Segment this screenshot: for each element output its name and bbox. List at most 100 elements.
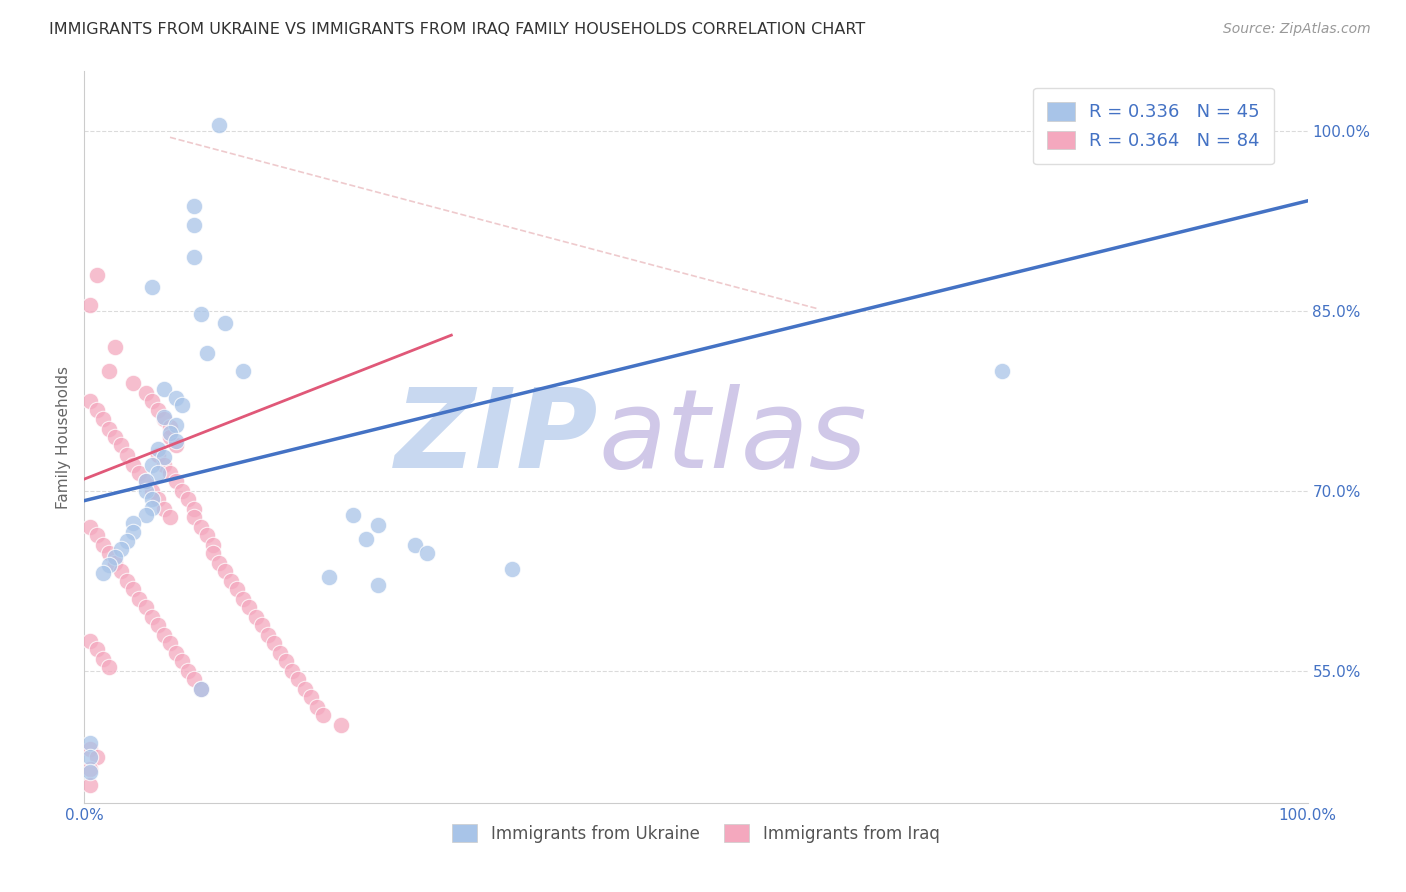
Point	[153, 458, 176, 472]
Point	[318, 570, 340, 584]
Point	[250, 618, 273, 632]
Point	[128, 466, 150, 480]
Point	[294, 681, 316, 696]
Point	[269, 646, 291, 660]
Point	[165, 475, 187, 489]
Point	[79, 298, 101, 312]
Point	[91, 652, 114, 666]
Point	[135, 385, 157, 400]
Point	[141, 492, 163, 507]
Point	[354, 532, 377, 546]
Point	[79, 742, 101, 756]
Point	[183, 510, 205, 524]
Point	[135, 600, 157, 615]
Point	[257, 628, 280, 642]
Point	[141, 458, 163, 472]
Point	[128, 591, 150, 606]
Point	[110, 438, 132, 452]
Point	[165, 434, 187, 448]
Point	[79, 778, 101, 792]
Point	[219, 574, 242, 588]
Point	[245, 610, 267, 624]
Legend: Immigrants from Ukraine, Immigrants from Iraq: Immigrants from Ukraine, Immigrants from…	[446, 818, 946, 849]
Point	[86, 402, 108, 417]
Point	[97, 422, 120, 436]
Point	[201, 546, 224, 560]
Point	[86, 642, 108, 657]
Point	[183, 502, 205, 516]
Point	[79, 750, 101, 764]
Point	[135, 508, 157, 522]
Point	[122, 376, 145, 391]
Point	[172, 654, 194, 668]
Point	[153, 382, 176, 396]
Point	[312, 708, 335, 723]
Point	[159, 430, 181, 444]
Point	[299, 690, 322, 705]
Point	[226, 582, 249, 597]
Point	[330, 718, 353, 732]
Point	[208, 556, 231, 570]
Point	[190, 307, 212, 321]
Point	[172, 398, 194, 412]
Point	[195, 346, 218, 360]
Point	[141, 394, 163, 409]
Point	[342, 508, 364, 522]
Point	[122, 458, 145, 472]
Point	[159, 636, 181, 650]
Point	[159, 420, 181, 434]
Point	[91, 538, 114, 552]
Point	[146, 492, 169, 507]
Text: ZIP: ZIP	[395, 384, 598, 491]
Point	[153, 628, 176, 642]
Point	[214, 316, 236, 330]
Point	[263, 636, 285, 650]
Point	[104, 549, 127, 564]
Point	[79, 634, 101, 648]
Point	[159, 426, 181, 441]
Point	[79, 736, 101, 750]
Point	[190, 681, 212, 696]
Point	[97, 660, 120, 674]
Point	[177, 492, 200, 507]
Point	[135, 475, 157, 489]
Point	[183, 218, 205, 232]
Point	[86, 268, 108, 283]
Point	[104, 430, 127, 444]
Point	[305, 699, 328, 714]
Point	[201, 538, 224, 552]
Point	[153, 502, 176, 516]
Point	[97, 546, 120, 560]
Point	[79, 394, 101, 409]
Point	[165, 391, 187, 405]
Point	[238, 600, 260, 615]
Point	[165, 418, 187, 433]
Point	[104, 556, 127, 570]
Text: IMMIGRANTS FROM UKRAINE VS IMMIGRANTS FROM IRAQ FAMILY HOUSEHOLDS CORRELATION CH: IMMIGRANTS FROM UKRAINE VS IMMIGRANTS FR…	[49, 22, 866, 37]
Point	[416, 546, 439, 560]
Point	[276, 654, 298, 668]
Point	[97, 364, 120, 378]
Text: Source: ZipAtlas.com: Source: ZipAtlas.com	[1223, 22, 1371, 37]
Point	[183, 250, 205, 264]
Y-axis label: Family Households: Family Households	[56, 366, 72, 508]
Point	[367, 517, 389, 532]
Point	[183, 199, 205, 213]
Point	[281, 664, 304, 678]
Point	[146, 448, 169, 462]
Point	[91, 566, 114, 580]
Point	[190, 681, 212, 696]
Point	[86, 528, 108, 542]
Point	[104, 340, 127, 354]
Point	[146, 466, 169, 480]
Point	[195, 528, 218, 542]
Point	[122, 524, 145, 539]
Point	[97, 558, 120, 573]
Point	[122, 516, 145, 531]
Point	[79, 764, 101, 779]
Point	[165, 438, 187, 452]
Point	[141, 483, 163, 498]
Point	[122, 582, 145, 597]
Point	[110, 541, 132, 556]
Point	[172, 483, 194, 498]
